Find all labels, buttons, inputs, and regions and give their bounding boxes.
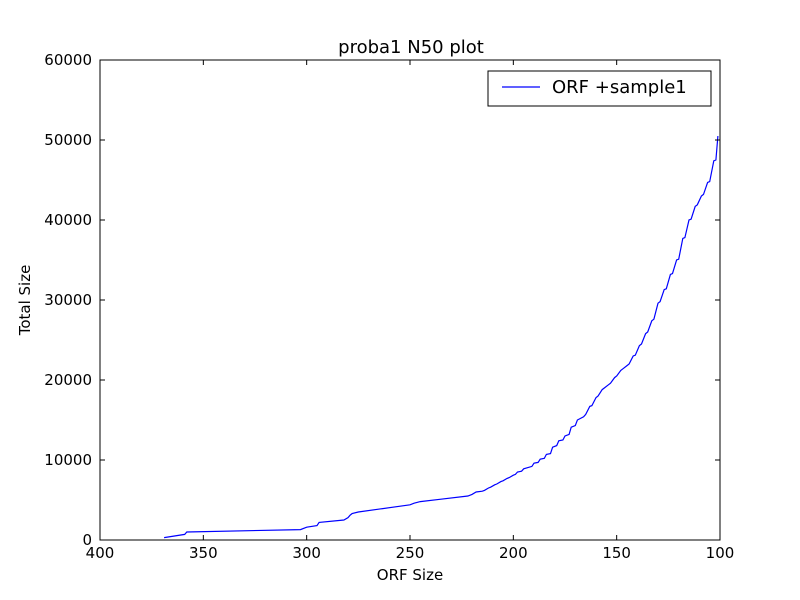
y-tick-label: 40000 — [44, 211, 92, 229]
series-line-0 — [164, 135, 719, 539]
y-tick-label: 0 — [82, 531, 92, 549]
y-axis: 0 10000 20000 30000 40000 50000 60000 — [44, 51, 720, 549]
y-tick-label: 10000 — [44, 451, 92, 469]
plot-area — [164, 135, 719, 539]
x-tick-label: 150 — [602, 544, 631, 562]
x-tick-label: 350 — [189, 544, 218, 562]
x-tick-label: 250 — [396, 544, 425, 562]
legend-box — [487, 70, 712, 107]
x-axis: 400 350 300 250 200 150 100 — [86, 60, 735, 562]
x-tick-label: 400 — [86, 544, 115, 562]
x-axis-label: ORF Size — [377, 566, 443, 584]
y-tick-label: 20000 — [44, 371, 92, 389]
legend-label: ORF +sample1 — [552, 77, 687, 98]
y-tick-label: 60000 — [44, 51, 92, 69]
x-tick-label: 100 — [706, 544, 735, 562]
x-tick-label: 200 — [499, 544, 528, 562]
legend: ORF +sample1 — [487, 70, 712, 107]
y-tick-label: 30000 — [44, 291, 92, 309]
y-axis-label: Total Size — [16, 265, 34, 337]
plot-frame — [99, 59, 721, 541]
chart-title: proba1 N50 plot — [338, 37, 484, 58]
x-tick-label: 300 — [292, 544, 321, 562]
y-tick-label: 50000 — [44, 131, 92, 149]
